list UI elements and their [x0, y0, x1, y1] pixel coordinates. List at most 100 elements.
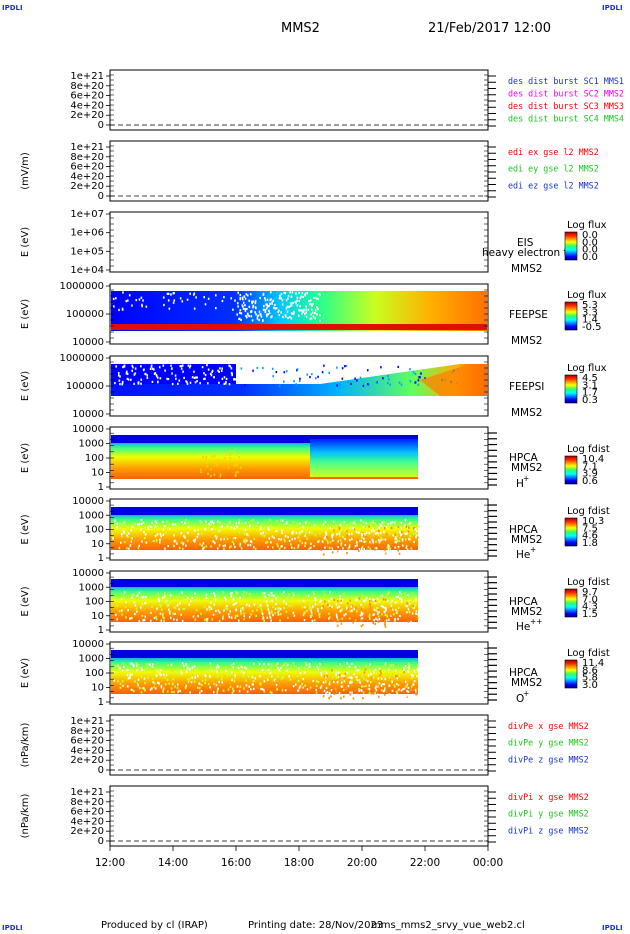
data-cell: [396, 677, 399, 680]
data-cell: [234, 545, 236, 549]
data-cell: [267, 669, 270, 672]
data-cell: [341, 535, 344, 538]
data-cell: [174, 685, 176, 688]
data-cell: [398, 552, 401, 555]
data-cell: [394, 617, 396, 621]
data-cell: [203, 296, 206, 299]
data-cell: [279, 619, 281, 622]
y-axis-label: E (eV): [20, 658, 31, 688]
data-cell: [217, 531, 219, 534]
data-cell: [209, 686, 211, 689]
data-cell: [357, 669, 360, 672]
data-cell: [369, 673, 372, 676]
data-cell: [247, 675, 250, 678]
legend-entry: edi ez gse l2 MMS2: [508, 180, 599, 190]
data-cell: [390, 602, 393, 606]
data-cell: [383, 610, 386, 613]
data-cell: [362, 691, 365, 694]
data-cell: [176, 671, 179, 675]
data-cell: [137, 382, 140, 385]
data-cell: [198, 682, 200, 685]
colorbar-tick-label: 10.3: [582, 516, 604, 527]
data-cell: [331, 551, 334, 554]
data-cell: [173, 690, 175, 694]
data-cell: [326, 691, 329, 694]
data-cell: [305, 667, 307, 670]
data-cell: [347, 608, 350, 611]
data-cell: [215, 684, 218, 687]
data-cell: [149, 688, 152, 691]
data-cell: [363, 537, 365, 540]
panel-frame: [109, 69, 489, 131]
data-cell: [172, 612, 174, 615]
data-cell: [122, 684, 124, 687]
data-cell: [277, 310, 280, 314]
data-cell: [364, 672, 366, 675]
time-axis: 12:00 14:00 16:00 18:00 20:00 22:00 00:00: [95, 846, 503, 869]
data-cell: [169, 527, 171, 531]
data-cell: [141, 540, 143, 543]
data-cell: [141, 596, 144, 599]
data-cell: [256, 315, 259, 318]
data-cell: [117, 527, 120, 531]
data-cell: [373, 618, 375, 622]
data-cell: [409, 538, 412, 541]
data-cell: [248, 685, 251, 688]
x-tick-label: 16:00: [221, 857, 251, 869]
data-cell: [142, 299, 144, 302]
data-cell: [210, 669, 213, 672]
data-cell: [301, 682, 303, 685]
data-cell: [373, 608, 376, 611]
data-cell: [188, 667, 191, 670]
data-cell: [371, 694, 374, 697]
data-cell: [259, 296, 261, 300]
data-cell: [129, 676, 131, 679]
data-cell: [150, 364, 153, 367]
data-cell: [409, 607, 412, 611]
data-cell: [405, 544, 408, 548]
data-cell: [386, 690, 388, 693]
data-cell: [329, 606, 332, 610]
data-cell: [392, 664, 394, 667]
data-cell: [198, 691, 201, 694]
data-cell: [339, 530, 342, 533]
data-cell: [350, 532, 353, 535]
data-cell: [361, 545, 364, 549]
colorbar-tick-label: 5.8: [582, 673, 598, 684]
data-cell: [340, 601, 343, 605]
data-cell: [383, 689, 386, 692]
data-cell: [280, 545, 283, 548]
data-cell: [179, 602, 181, 605]
data-cell: [395, 541, 398, 544]
data-cell: [391, 520, 394, 524]
data-cell: [335, 679, 337, 682]
data-cell: [406, 594, 409, 597]
data-cell: [391, 613, 393, 616]
data-cell: [343, 695, 345, 698]
data-cell: [213, 592, 216, 596]
data-cell: [350, 605, 353, 608]
data-cell: [391, 599, 394, 603]
data-cell: [288, 593, 290, 596]
data-cell: [372, 602, 374, 605]
data-cell: [382, 598, 385, 601]
data-cell: [308, 607, 311, 610]
panel-frame: [109, 714, 489, 776]
data-cell: [213, 454, 216, 458]
spectrogram-fill: [111, 364, 236, 384]
y-tick-label: 1: [98, 697, 104, 708]
legend-entry: divPi x gse MMS2: [508, 792, 589, 802]
species-charge: +: [523, 474, 529, 483]
y-tick-label: 0: [98, 120, 104, 131]
data-cell: [369, 603, 371, 607]
data-cell: [360, 539, 363, 542]
data-cell: [332, 520, 335, 523]
data-cell: [220, 369, 223, 372]
data-cell: [263, 680, 266, 683]
data-cell: [260, 687, 262, 691]
data-cell: [338, 671, 340, 674]
data-cell: [374, 668, 377, 671]
